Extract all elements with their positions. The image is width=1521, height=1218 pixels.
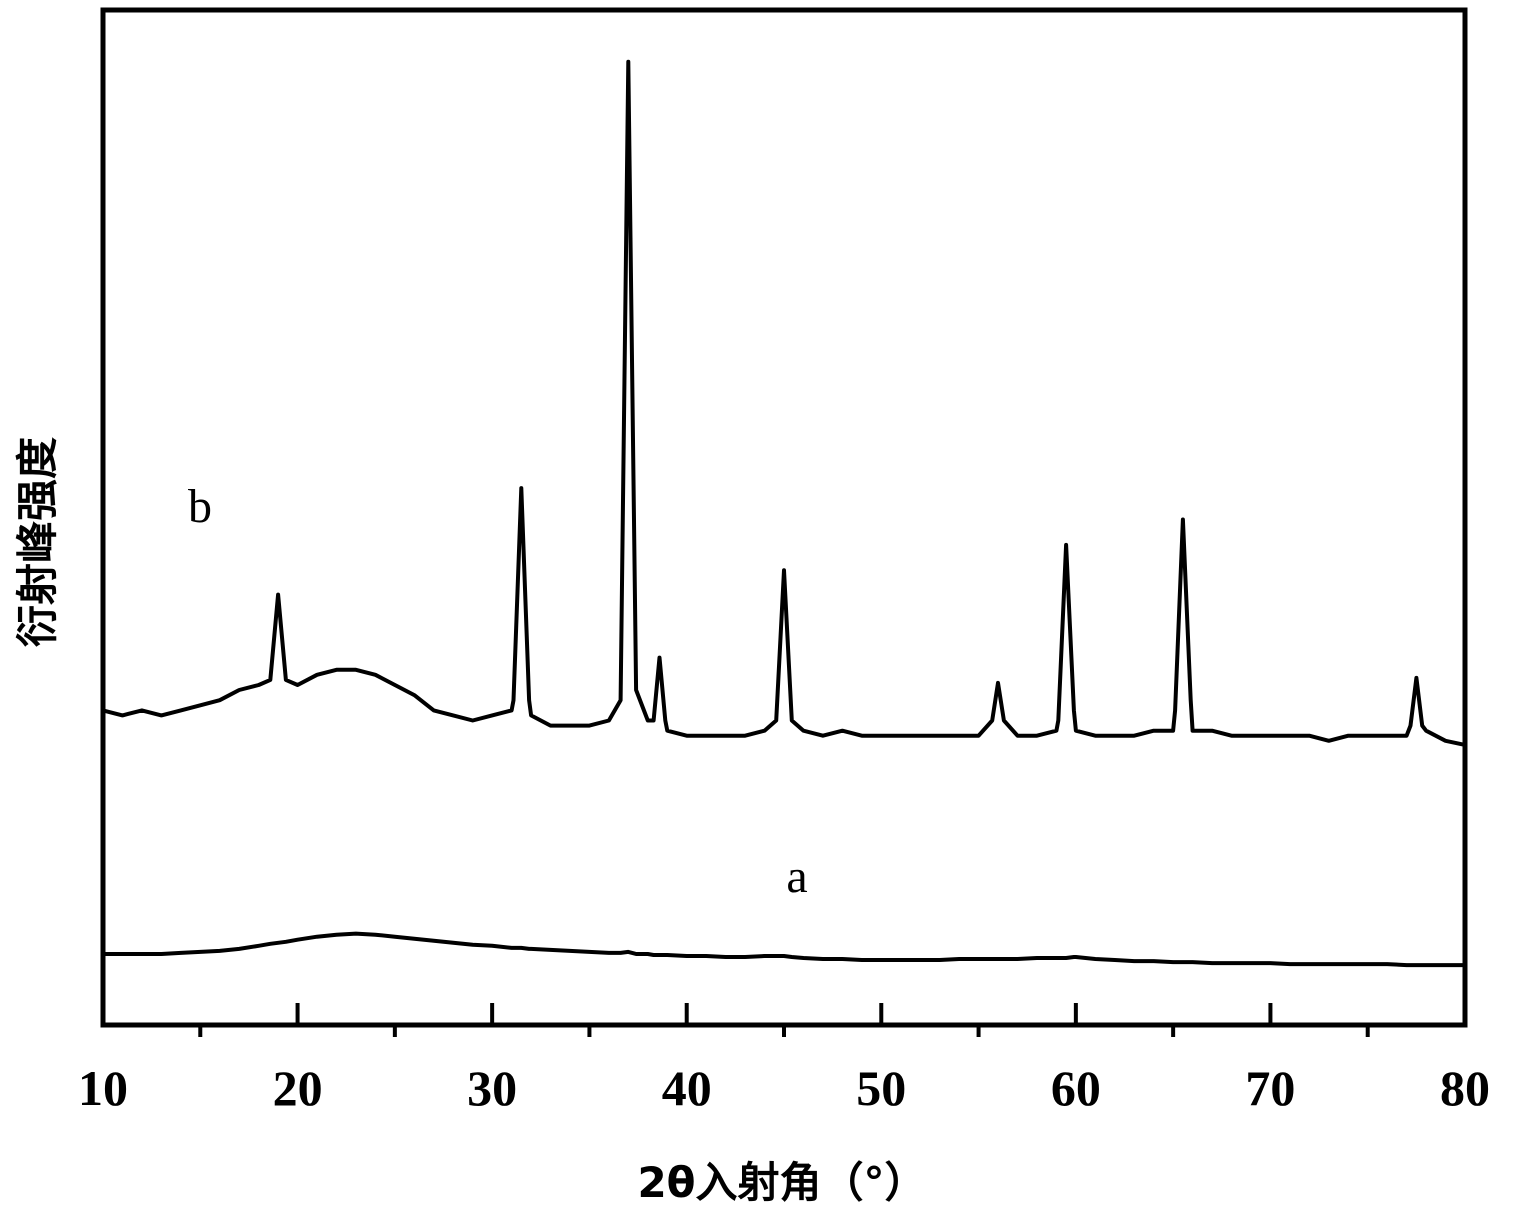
series-line (103, 931, 1465, 968)
x-tick-label: 10 (78, 1060, 128, 1116)
plot-frame (100, 7, 1468, 1028)
x-tick-label: 20 (273, 1060, 323, 1116)
x-tick-label: 80 (1440, 1060, 1490, 1116)
x-tick-label: 60 (1051, 1060, 1101, 1116)
series-annotation: b (188, 480, 212, 533)
y-axis-label: 衍射峰强度 (13, 437, 62, 647)
x-tick-label: 40 (662, 1060, 712, 1116)
x-tick-label: 50 (856, 1060, 906, 1116)
series-annotation: a (786, 850, 807, 903)
x-tick-label: 30 (467, 1060, 517, 1116)
x-tick-label: 70 (1245, 1060, 1295, 1116)
x-axis-label: 2θ入射角（°） (637, 1158, 926, 1207)
series-line (102, 59, 1466, 747)
